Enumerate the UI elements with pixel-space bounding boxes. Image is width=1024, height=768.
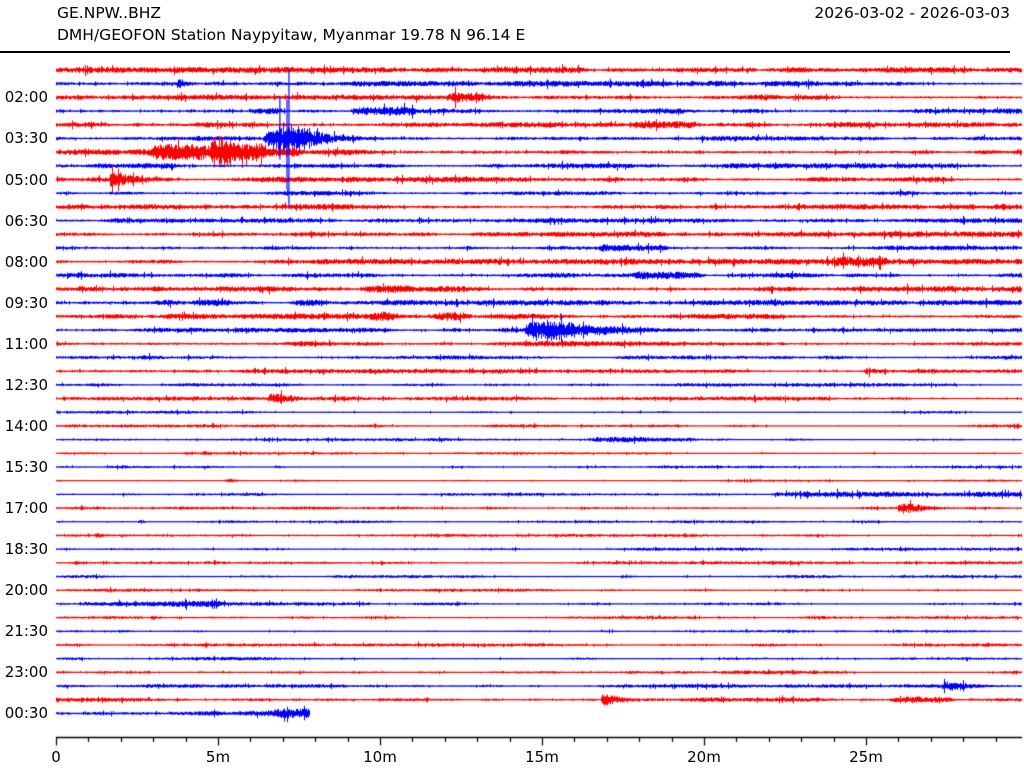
y-axis-time-label: 21:30 bbox=[4, 622, 48, 641]
y-axis-time-label: 18:30 bbox=[4, 540, 48, 559]
y-axis-time-label: 17:00 bbox=[4, 499, 48, 518]
y-axis-time-label: 11:00 bbox=[4, 334, 48, 353]
y-axis-time-label: 15:30 bbox=[4, 458, 48, 476]
x-axis-tick-label: 10m bbox=[363, 748, 397, 766]
x-axis-tick-label: 5m bbox=[205, 748, 231, 766]
y-axis-time-label: 12:30 bbox=[4, 375, 48, 394]
y-axis-time-label: 20:00 bbox=[4, 581, 48, 600]
x-axis-tick-label: 15m bbox=[525, 748, 559, 766]
y-axis-time-label: 00:30 bbox=[4, 704, 48, 723]
y-axis-time-label: 03:30 bbox=[4, 129, 48, 148]
x-axis-tick-label: 25m bbox=[849, 748, 883, 766]
y-axis-time-label: 09:30 bbox=[4, 293, 48, 312]
x-axis-tick-label: 20m bbox=[687, 748, 721, 766]
y-axis-time-label: 05:00 bbox=[4, 170, 48, 189]
x-axis-tick-label: 0 bbox=[51, 748, 61, 766]
y-axis-time-label: 14:00 bbox=[4, 416, 48, 435]
y-axis-time-label: 06:30 bbox=[4, 211, 48, 230]
y-axis-time-label: 08:00 bbox=[4, 252, 48, 271]
y-axis-time-label: 23:00 bbox=[4, 663, 48, 682]
y-axis-time-label: 02:00 bbox=[4, 88, 48, 107]
